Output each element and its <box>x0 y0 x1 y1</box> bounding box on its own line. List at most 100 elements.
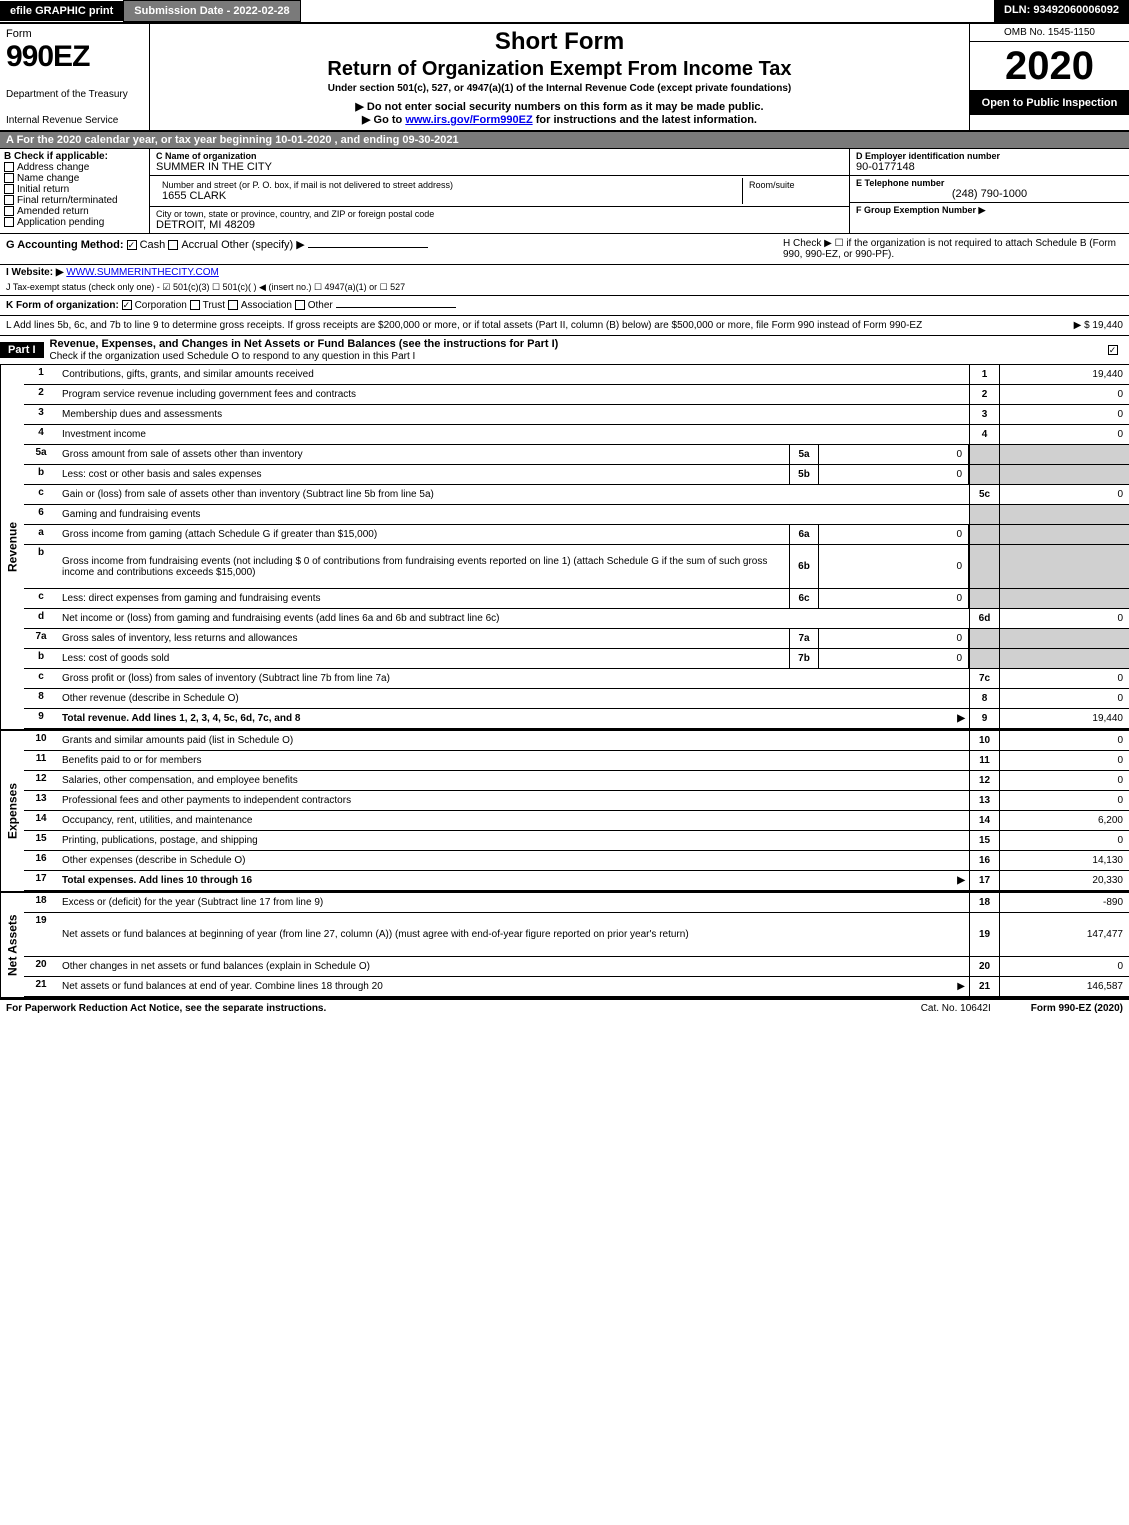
ein-cell: D Employer identification number 90-0177… <box>850 149 1129 176</box>
line-num: 20 <box>24 957 58 976</box>
i-label: I Website: ▶ <box>6 267 64 278</box>
part1-check-text: Check if the organization used Schedule … <box>50 351 416 362</box>
chk-initial-return[interactable]: Initial return <box>4 184 145 195</box>
right-value: -890 <box>999 893 1129 912</box>
right-box-shade <box>969 589 999 608</box>
netassets-section: Net Assets 18Excess or (deficit) for the… <box>0 893 1129 999</box>
h-text: H Check ▶ ☐ if the organization is not r… <box>763 238 1123 260</box>
right-value: 0 <box>999 609 1129 628</box>
line-1: 1Contributions, gifts, grants, and simil… <box>24 365 1129 385</box>
right-box: 14 <box>969 811 999 830</box>
l-row: L Add lines 5b, 6c, and 7b to line 9 to … <box>0 316 1129 336</box>
city-value: DETROIT, MI 48209 <box>156 219 843 231</box>
line-16: 16Other expenses (describe in Schedule O… <box>24 851 1129 871</box>
line-num: 12 <box>24 771 58 790</box>
line-num: 16 <box>24 851 58 870</box>
line-desc: Printing, publications, postage, and shi… <box>58 831 969 850</box>
efile-print-button[interactable]: efile GRAPHIC print <box>0 1 123 21</box>
website-row: I Website: ▶ WWW.SUMMERINTHECITY.COM <box>0 265 1129 280</box>
line-21: 21Net assets or fund balances at end of … <box>24 977 1129 997</box>
chk-final-return[interactable]: Final return/terminated <box>4 195 145 206</box>
top-bar: efile GRAPHIC print Submission Date - 20… <box>0 0 1129 24</box>
line-num: 7a <box>24 629 58 648</box>
right-val-shade <box>999 545 1129 588</box>
line-num: 5a <box>24 445 58 464</box>
line-num: b <box>24 545 58 588</box>
right-value: 0 <box>999 485 1129 504</box>
line-desc: Total revenue. Add lines 1, 2, 3, 4, 5c,… <box>58 709 969 728</box>
line-20: 20Other changes in net assets or fund ba… <box>24 957 1129 977</box>
line-num: 14 <box>24 811 58 830</box>
phone-value: (248) 790-1000 <box>856 188 1123 200</box>
right-value: 146,587 <box>999 977 1129 996</box>
line-desc: Less: direct expenses from gaming and fu… <box>58 589 789 608</box>
accounting-method-row: G Accounting Method: Cash Accrual Other … <box>0 234 1129 265</box>
line-2: 2Program service revenue including gover… <box>24 385 1129 405</box>
line-desc: Other revenue (describe in Schedule O) <box>58 689 969 708</box>
c-section: C Name of organization SUMMER IN THE CIT… <box>150 149 849 233</box>
org-name-cell: C Name of organization SUMMER IN THE CIT… <box>150 149 849 176</box>
right-box-shade <box>969 545 999 588</box>
line-num: 10 <box>24 731 58 750</box>
line-10: 10Grants and similar amounts paid (list … <box>24 731 1129 751</box>
chk-other-org[interactable]: Other <box>295 300 333 311</box>
addr-row: Number and street (or P. O. box, if mail… <box>150 176 849 207</box>
k-label: K Form of organization: <box>6 300 119 311</box>
inner-value: 0 <box>819 629 969 648</box>
chk-application-pending[interactable]: Application pending <box>4 217 145 228</box>
right-box: 6d <box>969 609 999 628</box>
tax-exempt-row: J Tax-exempt status (check only one) - ☑… <box>0 280 1129 296</box>
line-num: 4 <box>24 425 58 444</box>
goto-link[interactable]: www.irs.gov/Form990EZ <box>405 114 532 126</box>
chk-trust[interactable]: Trust <box>190 300 225 311</box>
right-box-shade <box>969 525 999 544</box>
line-desc: Net assets or fund balances at end of ye… <box>58 977 969 996</box>
addr-value: 1655 CLARK <box>162 190 736 202</box>
right-value: 0 <box>999 405 1129 424</box>
right-box-shade <box>969 505 999 524</box>
netassets-side-label: Net Assets <box>0 893 24 997</box>
l-text: L Add lines 5b, 6c, and 7b to line 9 to … <box>6 320 922 331</box>
chk-name-change[interactable]: Name change <box>4 173 145 184</box>
page-footer: For Paperwork Reduction Act Notice, see … <box>0 999 1129 1017</box>
line-num: a <box>24 525 58 544</box>
chk-amended-return[interactable]: Amended return <box>4 206 145 217</box>
expenses-side-label: Expenses <box>0 731 24 891</box>
right-val-shade <box>999 629 1129 648</box>
line-9: 9Total revenue. Add lines 1, 2, 3, 4, 5c… <box>24 709 1129 729</box>
line-3: 3Membership dues and assessments30 <box>24 405 1129 425</box>
line-5a: 5aGross amount from sale of assets other… <box>24 445 1129 465</box>
right-box: 18 <box>969 893 999 912</box>
chk-corporation[interactable]: Corporation <box>122 300 187 311</box>
dept-treasury: Department of the Treasury <box>6 89 143 100</box>
right-value: 19,440 <box>999 365 1129 384</box>
chk-cash[interactable]: Cash <box>127 239 166 251</box>
line-desc: Investment income <box>58 425 969 444</box>
g-label: G Accounting Method: <box>6 239 124 251</box>
d-label: D Employer identification number <box>856 151 1123 161</box>
line-num: 11 <box>24 751 58 770</box>
inner-box: 7a <box>789 629 819 648</box>
right-value: 0 <box>999 669 1129 688</box>
line-desc: Program service revenue including govern… <box>58 385 969 404</box>
right-box: 21 <box>969 977 999 996</box>
part1-checkbox[interactable] <box>1099 344 1129 356</box>
right-box: 7c <box>969 669 999 688</box>
form-header: Form 990EZ Department of the Treasury In… <box>0 24 1129 132</box>
website-link[interactable]: WWW.SUMMERINTHECITY.COM <box>66 267 219 278</box>
line-desc: Gross income from gaming (attach Schedul… <box>58 525 789 544</box>
right-value: 0 <box>999 831 1129 850</box>
line-c: cGross profit or (loss) from sales of in… <box>24 669 1129 689</box>
line-b: bGross income from fundraising events (n… <box>24 545 1129 589</box>
line-desc: Grants and similar amounts paid (list in… <box>58 731 969 750</box>
chk-accrual[interactable]: Accrual <box>168 239 218 251</box>
inner-value: 0 <box>819 445 969 464</box>
line-12: 12Salaries, other compensation, and empl… <box>24 771 1129 791</box>
line-4: 4Investment income40 <box>24 425 1129 445</box>
chk-association[interactable]: Association <box>228 300 292 311</box>
inner-value: 0 <box>819 649 969 668</box>
chk-address-change[interactable]: Address change <box>4 162 145 173</box>
e-label: E Telephone number <box>856 178 1123 188</box>
b-label: B Check if applicable: <box>4 151 145 162</box>
inner-box: 6a <box>789 525 819 544</box>
